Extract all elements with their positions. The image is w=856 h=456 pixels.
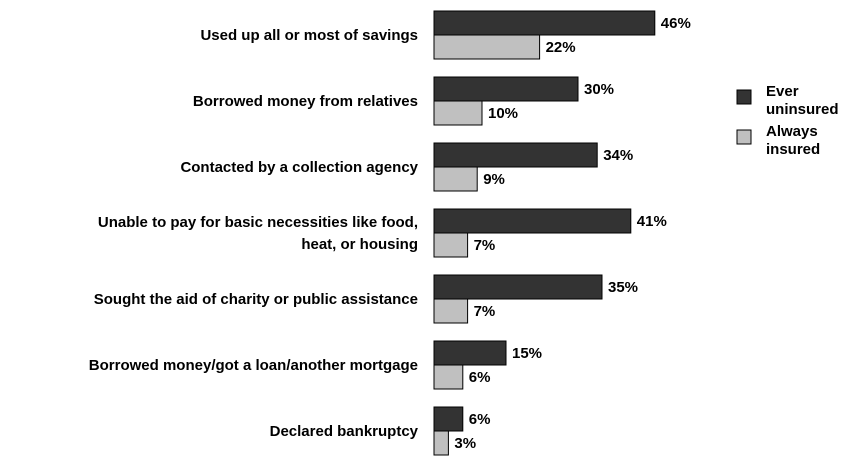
bar-ever-uninsured bbox=[433, 10, 656, 36]
legend-label: insured bbox=[766, 141, 820, 158]
category-label: Sought the aid of charity or public assi… bbox=[94, 291, 418, 308]
data-label: 10% bbox=[488, 105, 518, 122]
bar-ever-uninsured bbox=[433, 274, 603, 300]
bar-ever-uninsured bbox=[433, 340, 507, 366]
data-label: 9% bbox=[483, 171, 505, 188]
bar-always-insured bbox=[433, 430, 449, 456]
data-label: 7% bbox=[474, 303, 496, 320]
legend-swatch-always-insured bbox=[736, 129, 752, 145]
bar-always-insured bbox=[433, 166, 478, 192]
data-label: 7% bbox=[474, 237, 496, 254]
legend-label: uninsured bbox=[766, 101, 839, 118]
bar-ever-uninsured bbox=[433, 142, 598, 168]
data-label: 6% bbox=[469, 369, 491, 386]
category-label: Borrowed money/got a loan/another mortga… bbox=[89, 357, 418, 374]
category-label: Used up all or most of savings bbox=[200, 27, 418, 44]
data-label: 6% bbox=[469, 411, 491, 428]
data-label: 46% bbox=[661, 15, 691, 32]
legend-swatch-ever-uninsured bbox=[736, 89, 752, 105]
bar-always-insured bbox=[433, 34, 541, 60]
bar-always-insured bbox=[433, 232, 469, 258]
data-label: 22% bbox=[546, 39, 576, 56]
legend-label: Always bbox=[766, 123, 818, 140]
data-label: 34% bbox=[603, 147, 633, 164]
category-label: heat, or housing bbox=[301, 236, 418, 253]
data-label: 35% bbox=[608, 279, 638, 296]
bar-ever-uninsured bbox=[433, 406, 464, 432]
bar-always-insured bbox=[433, 298, 469, 324]
category-label: Unable to pay for basic necessities like… bbox=[98, 214, 418, 231]
data-label: 15% bbox=[512, 345, 542, 362]
data-label: 3% bbox=[454, 435, 476, 452]
category-label: Declared bankruptcy bbox=[270, 423, 419, 440]
bar-always-insured bbox=[433, 364, 464, 390]
category-label: Contacted by a collection agency bbox=[180, 159, 418, 176]
legend-label: Ever bbox=[766, 83, 799, 100]
bar-ever-uninsured bbox=[433, 208, 632, 234]
bar-always-insured bbox=[433, 100, 483, 126]
bar-ever-uninsured bbox=[433, 76, 579, 102]
category-label: Borrowed money from relatives bbox=[193, 93, 418, 110]
data-label: 41% bbox=[637, 213, 667, 230]
data-label: 30% bbox=[584, 81, 614, 98]
